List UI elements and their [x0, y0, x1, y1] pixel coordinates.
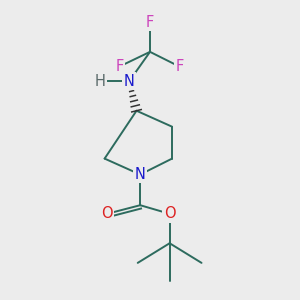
Text: F: F: [115, 59, 124, 74]
Text: F: F: [115, 59, 124, 74]
Text: N: N: [124, 74, 135, 89]
Text: H: H: [94, 74, 105, 89]
Text: O: O: [101, 206, 113, 221]
Text: F: F: [146, 15, 154, 30]
Text: F: F: [175, 59, 184, 74]
Text: N: N: [135, 167, 146, 182]
Text: N: N: [135, 167, 146, 182]
Text: F: F: [175, 59, 184, 74]
Text: O: O: [164, 206, 176, 221]
Text: O: O: [101, 206, 113, 221]
Text: O: O: [164, 206, 176, 221]
Text: F: F: [146, 15, 154, 30]
Text: N: N: [124, 74, 135, 89]
